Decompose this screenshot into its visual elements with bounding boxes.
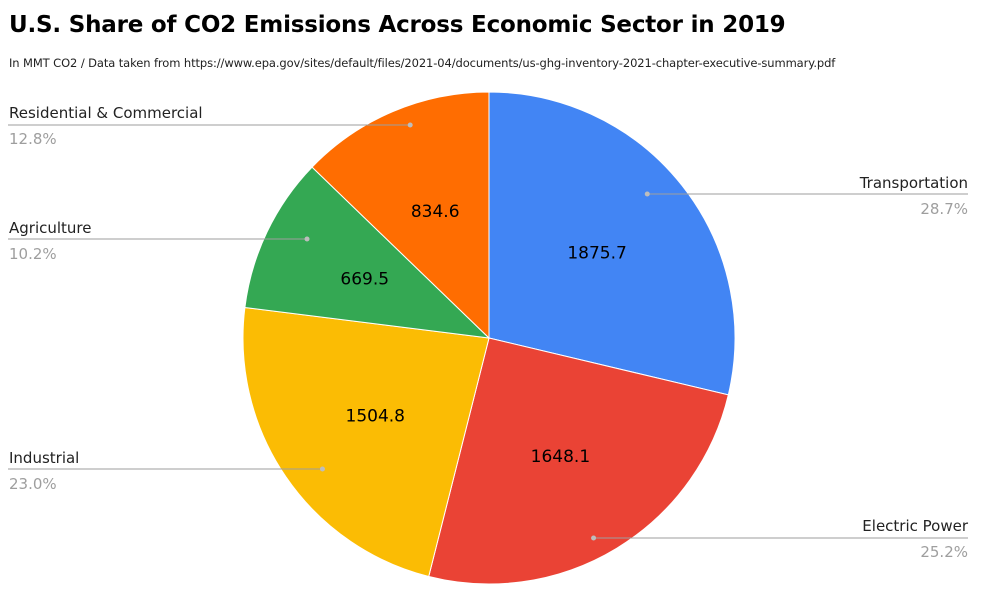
slice-percent-industrial: 23.0% [9, 475, 57, 493]
leader-dot-electric-power [591, 535, 597, 541]
pie-slices [242, 91, 736, 585]
slice-value-industrial: 1504.8 [346, 407, 405, 427]
pie-slice-transportation[interactable] [488, 91, 736, 396]
pie-slice-electric-power[interactable] [428, 337, 729, 585]
slice-label-electric-power: Electric Power [862, 517, 969, 535]
slice-label-agriculture: Agriculture [9, 219, 92, 237]
chart-title: U.S. Share of CO2 Emissions Across Econo… [9, 12, 786, 38]
slice-percent-agriculture: 10.2% [9, 245, 57, 263]
slice-value-labels: 1875.7 1648.1 1504.8 669.5 834.6 [340, 202, 626, 467]
slice-value-residential-and-commercial: 834.6 [411, 202, 460, 222]
slice-label-residential-and-commercial: Residential & Commercial [9, 104, 203, 122]
slice-percent-transportation: 28.7% [920, 200, 968, 218]
leader-dot-residential-and-commercial [407, 122, 413, 128]
slice-value-transportation: 1875.7 [567, 244, 626, 264]
leader-dot-industrial [319, 466, 325, 472]
slice-label-industrial: Industrial [9, 449, 79, 467]
slice-labels: Transportation 28.7% Electric Power 25.2% In… [9, 104, 969, 561]
pie-slice-industrial[interactable] [242, 306, 490, 578]
pie-slice-residential-and-commercial[interactable] [311, 91, 490, 340]
slice-label-transportation: Transportation [859, 174, 968, 192]
slice-percent-electric-power: 25.2% [920, 543, 968, 561]
leader-dot-agriculture [304, 236, 310, 242]
chart-subtitle: In MMT CO2 / Data taken from https://www… [9, 56, 836, 70]
slice-value-electric-power: 1648.1 [531, 447, 590, 467]
slice-value-agriculture: 669.5 [340, 270, 389, 290]
leader-dot-transportation [644, 191, 650, 197]
slice-percent-residential-and-commercial: 12.8% [9, 130, 57, 148]
pie-slice-agriculture[interactable] [244, 166, 491, 339]
leader-lines [8, 122, 968, 541]
